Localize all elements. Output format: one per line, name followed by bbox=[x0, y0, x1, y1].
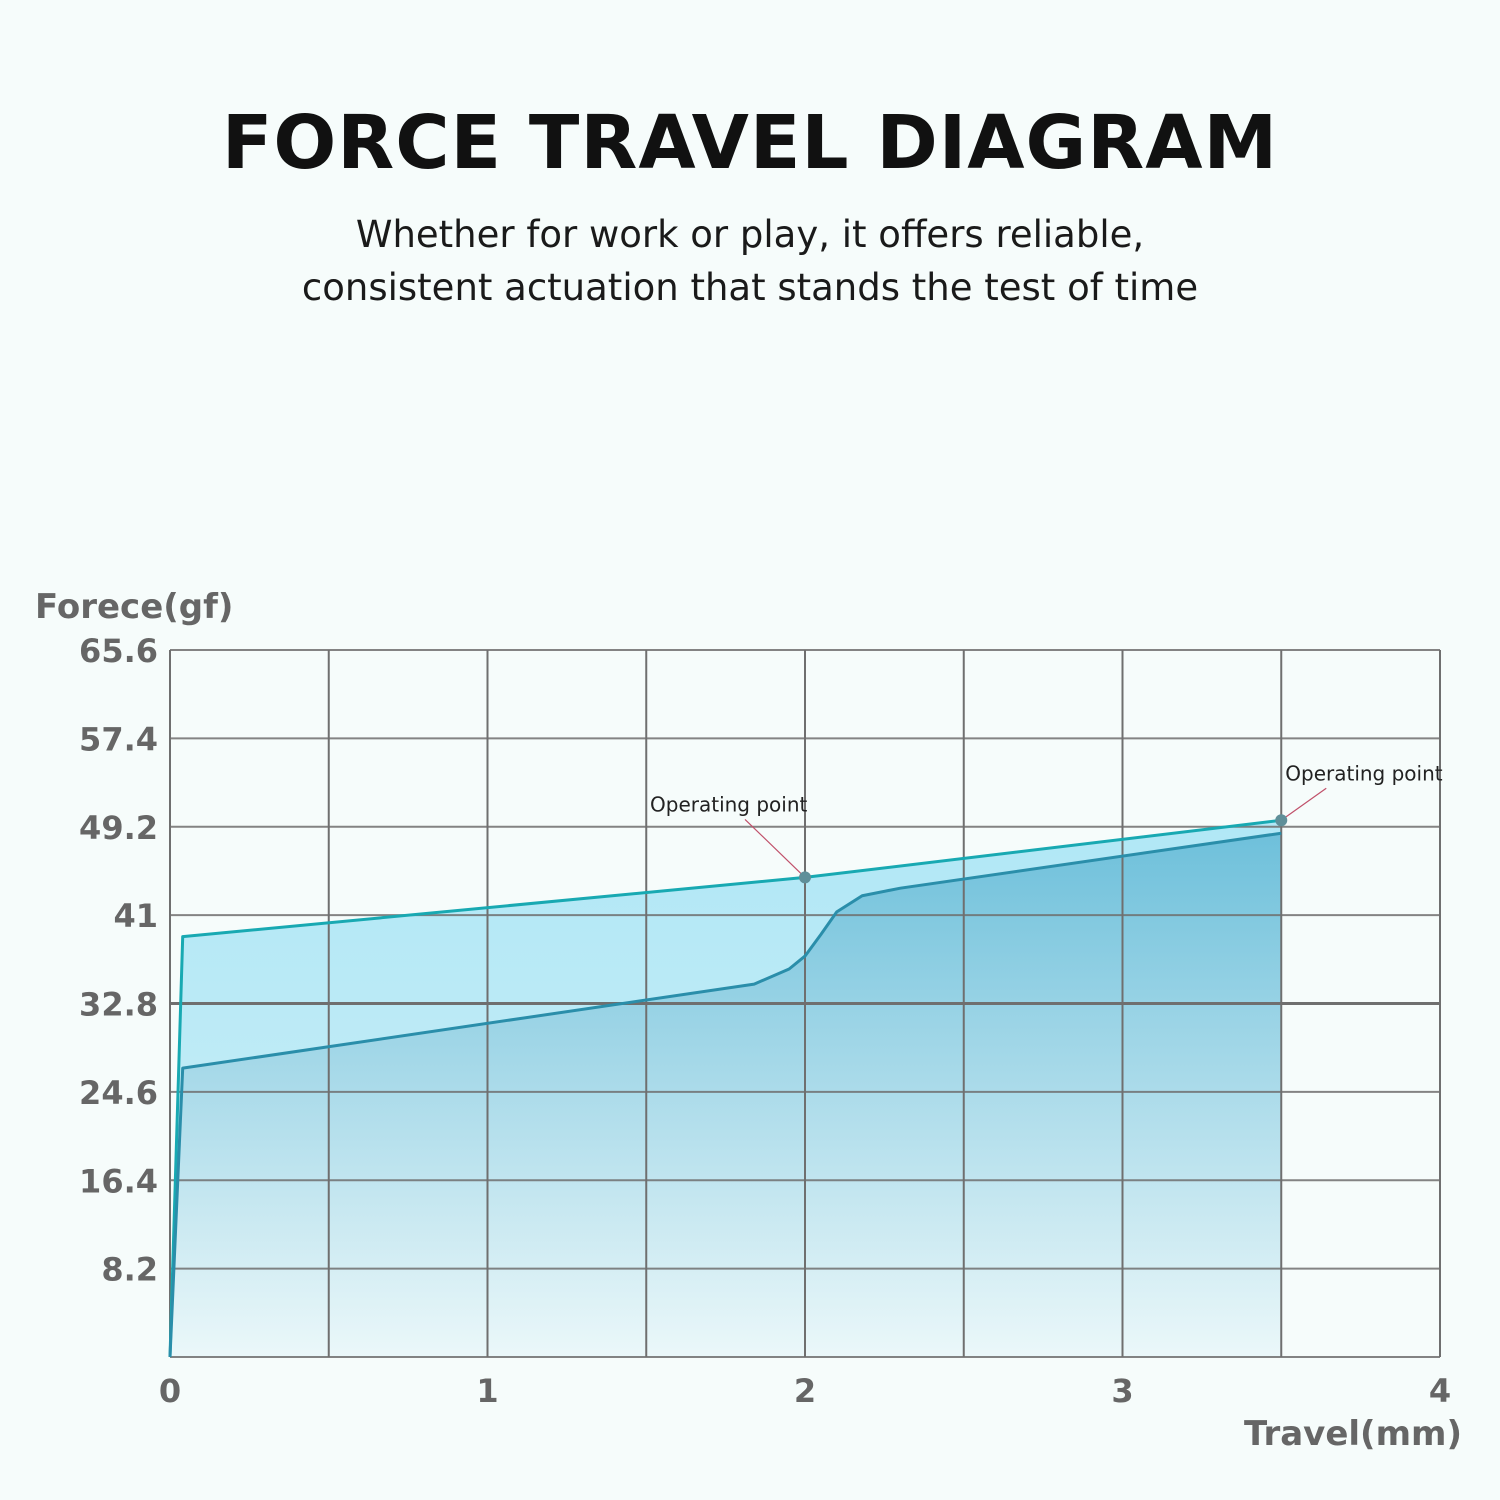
y-tick-label: 57.4 bbox=[79, 720, 158, 758]
y-tick-label: 49.2 bbox=[79, 809, 158, 847]
x-tick-label: 2 bbox=[794, 1372, 816, 1410]
y-tick-label: 41 bbox=[113, 897, 158, 935]
annotation-label: Operating point bbox=[1285, 761, 1443, 785]
page-subtitle: Whether for work or play, it offers reli… bbox=[0, 208, 1500, 314]
page-title: FORCE TRAVEL DIAGRAM bbox=[221, 100, 1279, 186]
y-tick-label: 65.6 bbox=[79, 632, 158, 670]
y-tick-label: 8.2 bbox=[101, 1251, 158, 1289]
y-tick-label: 32.8 bbox=[79, 986, 158, 1024]
annotation-leader-line bbox=[1280, 787, 1327, 821]
operating-point-marker bbox=[1275, 814, 1288, 827]
x-tick-label: 1 bbox=[476, 1372, 498, 1410]
series-line-2 bbox=[168, 831, 1282, 1358]
y-tick-label: 16.4 bbox=[79, 1162, 158, 1200]
x-tick-label: 0 bbox=[159, 1372, 181, 1410]
x-tick-label: 4 bbox=[1429, 1372, 1451, 1410]
subtitle-line-2: consistent actuation that stands the tes… bbox=[301, 266, 1199, 309]
y-axis-label: Forece(gf) bbox=[35, 587, 233, 627]
x-axis-label: Travel(mm) bbox=[1244, 1414, 1462, 1454]
operating-point-marker bbox=[799, 871, 811, 884]
subtitle-line-1: Whether for work or play, it offers reli… bbox=[355, 213, 1145, 256]
annotation-leader-line bbox=[744, 818, 806, 878]
annotation-label: Operating point bbox=[650, 792, 808, 816]
series-line-1 bbox=[168, 818, 1282, 1358]
y-tick-label: 24.6 bbox=[79, 1074, 158, 1112]
series-area-2 bbox=[170, 833, 1282, 1357]
x-tick-label: 3 bbox=[1111, 1372, 1133, 1410]
